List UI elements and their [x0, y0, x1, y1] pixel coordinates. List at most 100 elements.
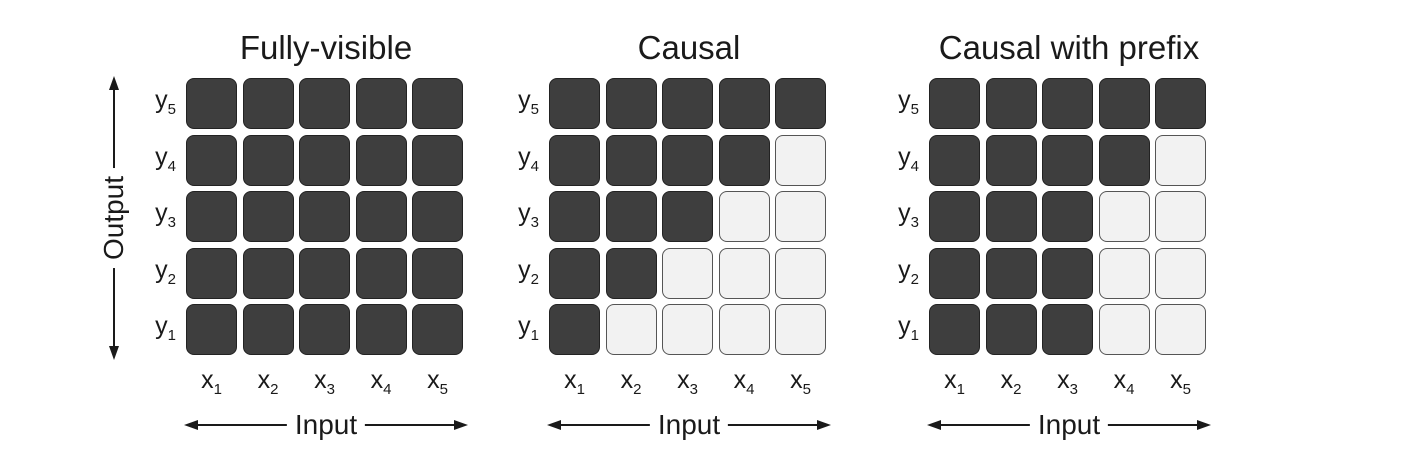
col-label-p1-5: x5	[418, 366, 458, 404]
mask-cell-p2-r2-c2	[605, 134, 657, 186]
mask-cell-p3-r2-c2	[985, 134, 1037, 186]
col-label-letter: x	[314, 366, 327, 394]
col-label-p1-1: x1	[192, 366, 232, 404]
mask-cell-p3-r1-c2	[985, 78, 1037, 129]
row-label-subscript: 4	[167, 157, 176, 175]
col-label-letter: x	[427, 366, 440, 394]
row-label-p2-2: y4	[505, 143, 539, 181]
mask-grid-1	[186, 78, 469, 361]
mask-cell-p2-r5-c3	[662, 304, 713, 355]
mask-cell-p2-r5-c4	[718, 304, 770, 355]
input-axis-label-1: Input	[286, 409, 366, 441]
mask-cell-p2-r4-c2	[605, 247, 657, 299]
col-label-letter: x	[1000, 366, 1014, 394]
row-label-subscript: 1	[910, 327, 919, 344]
row-label-p1-3: y3	[142, 199, 176, 237]
mask-cell-p3-r2-c1	[929, 134, 980, 186]
col-label-letter: x	[1170, 366, 1183, 394]
mask-cell-p2-r1-c1	[549, 78, 600, 129]
row-label-letter: y	[155, 142, 168, 171]
col-label-subscript: 5	[1182, 381, 1191, 398]
col-label-subscript: 3	[326, 381, 335, 398]
mask-cell-p1-r3-c5	[412, 191, 463, 242]
row-label-letter: y	[155, 312, 168, 340]
row-label-letter: y	[518, 86, 531, 114]
mask-cell-p2-r4-c5	[775, 247, 826, 299]
mask-cell-p1-r2-c1	[186, 134, 237, 186]
mask-cell-p2-r3-c5	[775, 191, 826, 242]
input-axis-label-2: Input	[649, 409, 729, 441]
panel-title-2: Causal	[637, 29, 741, 66]
row-label-subscript: 3	[530, 214, 539, 231]
row-label-letter: y	[518, 142, 531, 171]
mask-cell-p3-r3-c4	[1098, 191, 1150, 242]
row-label-letter: y	[898, 312, 911, 340]
mask-cell-p1-r1-c4	[355, 78, 407, 129]
mask-cell-p1-r3-c2	[242, 191, 294, 242]
mask-cell-p1-r2-c4	[355, 134, 407, 186]
row-label-letter: y	[518, 255, 531, 284]
row-label-p1-1: y5	[142, 86, 176, 124]
row-label-p2-1: y5	[505, 86, 539, 124]
panel-title-1: Fully-visible	[239, 29, 413, 66]
col-label-p3-2: x2	[991, 366, 1031, 404]
mask-cell-p2-r4-c1	[549, 247, 600, 299]
row-label-subscript: 4	[530, 157, 539, 175]
mask-cell-p3-r4-c5	[1155, 247, 1206, 299]
mask-cell-p3-r2-c3	[1042, 134, 1093, 186]
row-label-letter: y	[518, 199, 531, 227]
row-label-subscript: 3	[167, 214, 176, 231]
col-label-p1-3: x3	[305, 366, 345, 404]
row-label-p3-3: y3	[885, 199, 919, 237]
mask-cell-p1-r4-c2	[242, 247, 294, 299]
col-label-subscript: 3	[689, 381, 698, 398]
mask-cell-p1-r1-c5	[412, 78, 463, 129]
mask-cell-p2-r2-c3	[662, 134, 713, 186]
row-label-p1-4: y2	[142, 256, 176, 294]
row-label-subscript: 5	[530, 101, 539, 118]
mask-cell-p3-r5-c4	[1098, 304, 1150, 355]
col-label-p2-2: x2	[611, 366, 651, 404]
mask-cell-p3-r5-c1	[929, 304, 980, 355]
col-label-letter: x	[733, 366, 747, 394]
col-label-p3-5: x5	[1161, 366, 1201, 404]
row-label-p2-5: y1	[505, 312, 539, 350]
mask-cell-p3-r3-c3	[1042, 191, 1093, 242]
mask-cell-p3-r1-c1	[929, 78, 980, 129]
col-label-p2-1: x1	[555, 366, 595, 404]
mask-cell-p1-r2-c3	[299, 134, 350, 186]
row-label-p3-5: y1	[885, 312, 919, 350]
mask-cell-p3-r1-c3	[1042, 78, 1093, 129]
col-label-p3-1: x1	[935, 366, 975, 404]
mask-cell-p2-r1-c5	[775, 78, 826, 129]
mask-cell-p2-r5-c1	[549, 304, 600, 355]
col-label-subscript: 4	[1126, 381, 1135, 398]
col-label-p2-3: x3	[668, 366, 708, 404]
row-label-p1-5: y1	[142, 312, 176, 350]
col-label-subscript: 4	[746, 381, 755, 398]
row-label-letter: y	[898, 142, 911, 171]
mask-cell-p1-r3-c3	[299, 191, 350, 242]
col-label-letter: x	[790, 366, 803, 394]
mask-cell-p2-r3-c2	[605, 191, 657, 242]
row-label-subscript: 5	[910, 101, 919, 118]
row-label-letter: y	[155, 86, 168, 114]
col-label-subscript: 4	[383, 381, 392, 398]
mask-cell-p3-r5-c2	[985, 304, 1037, 355]
col-label-subscript: 1	[213, 381, 222, 398]
mask-cell-p1-r5-c1	[186, 304, 237, 355]
mask-cell-p2-r4-c3	[662, 247, 713, 299]
row-label-letter: y	[518, 312, 531, 340]
mask-cell-p1-r1-c2	[242, 78, 294, 129]
col-label-subscript: 2	[1013, 381, 1022, 398]
mask-cell-p3-r3-c2	[985, 191, 1037, 242]
mask-cell-p3-r3-c5	[1155, 191, 1206, 242]
input-axis-label-3: Input	[1029, 409, 1109, 441]
row-label-p3-1: y5	[885, 86, 919, 124]
mask-cell-p1-r5-c5	[412, 304, 463, 355]
col-label-p2-5: x5	[781, 366, 821, 404]
row-label-letter: y	[898, 255, 911, 284]
col-label-letter: x	[370, 366, 384, 394]
mask-cell-p1-r2-c2	[242, 134, 294, 186]
mask-cell-p3-r1-c4	[1098, 78, 1150, 129]
